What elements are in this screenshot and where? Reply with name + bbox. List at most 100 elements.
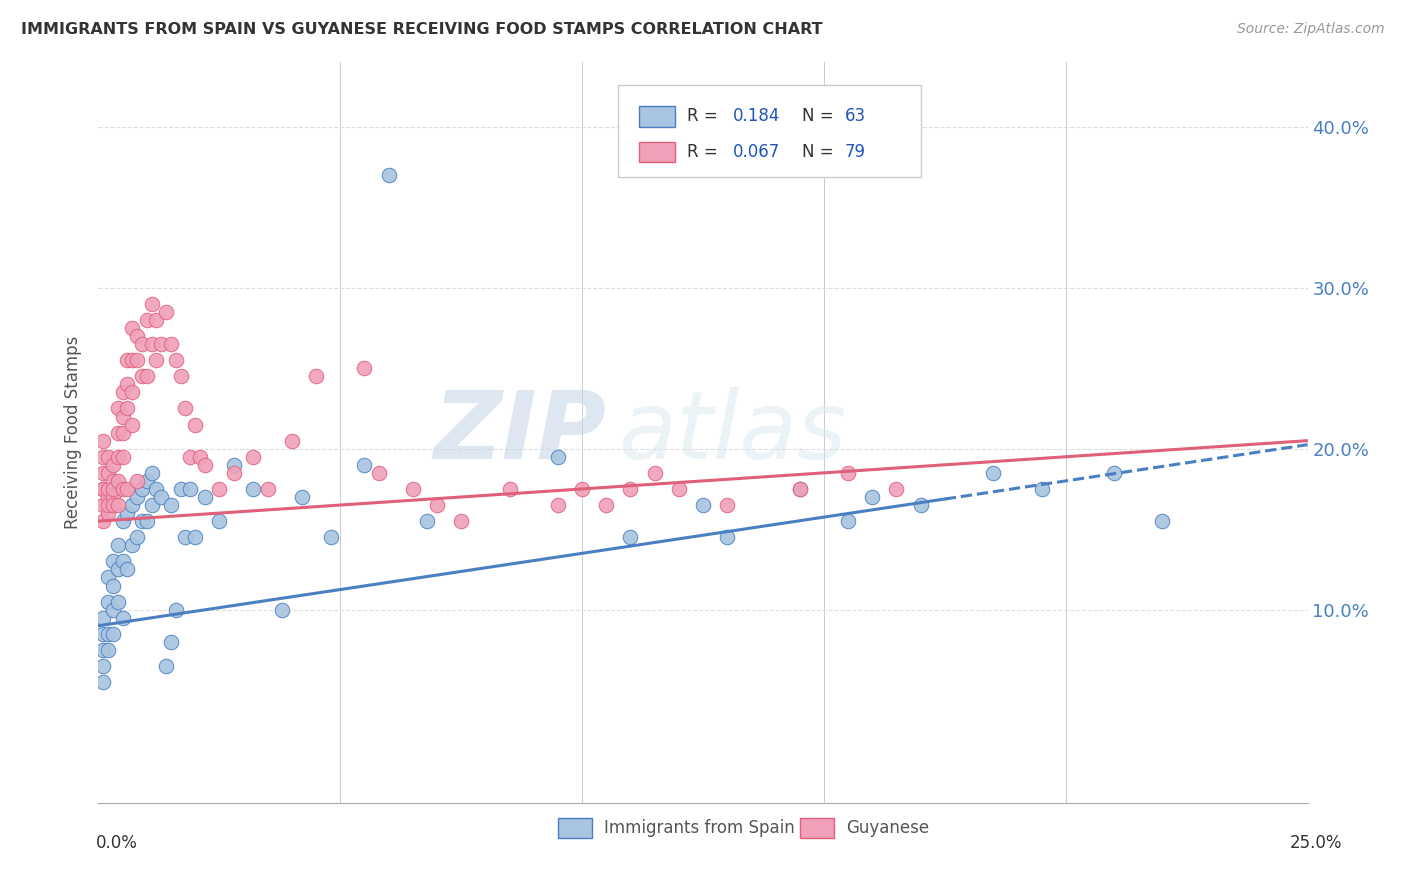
Point — [450, 514, 472, 528]
Point — [107, 401, 129, 416]
Point — [121, 498, 143, 512]
Point — [547, 498, 569, 512]
Point — [837, 466, 859, 480]
Text: IMMIGRANTS FROM SPAIN VS GUYANESE RECEIVING FOOD STAMPS CORRELATION CHART: IMMIGRANTS FROM SPAIN VS GUYANESE RECEIV… — [21, 22, 823, 37]
Point — [256, 482, 278, 496]
Point — [91, 627, 114, 641]
Point — [127, 490, 149, 504]
Point — [91, 434, 114, 448]
Point — [111, 554, 134, 568]
Point — [117, 353, 139, 368]
Point — [426, 498, 449, 512]
Point — [222, 458, 245, 472]
Point — [131, 337, 153, 351]
Bar — [638, 142, 675, 162]
Point — [165, 353, 187, 368]
Text: ZIP: ZIP — [433, 386, 606, 479]
Point — [692, 498, 714, 512]
Bar — [558, 818, 592, 838]
Text: atlas: atlas — [619, 387, 846, 478]
Text: Source: ZipAtlas.com: Source: ZipAtlas.com — [1237, 22, 1385, 37]
Point — [716, 530, 738, 544]
FancyBboxPatch shape — [619, 85, 921, 178]
Point — [107, 498, 129, 512]
Point — [107, 450, 129, 464]
Point — [141, 297, 163, 311]
Point — [135, 313, 157, 327]
Point — [127, 353, 149, 368]
Point — [353, 458, 375, 472]
Y-axis label: Receiving Food Stamps: Receiving Food Stamps — [65, 336, 83, 529]
Point — [368, 466, 391, 480]
Point — [121, 321, 143, 335]
Point — [111, 450, 134, 464]
Point — [117, 562, 139, 576]
Point — [91, 450, 114, 464]
Point — [135, 514, 157, 528]
Point — [160, 498, 183, 512]
Point — [208, 482, 231, 496]
Point — [169, 482, 191, 496]
Point — [141, 337, 163, 351]
Point — [150, 490, 173, 504]
Point — [97, 627, 120, 641]
Point — [179, 450, 201, 464]
Point — [886, 482, 908, 496]
Point — [402, 482, 425, 496]
Point — [155, 659, 177, 673]
Point — [127, 530, 149, 544]
Point — [290, 490, 312, 504]
Point — [860, 490, 883, 504]
Point — [716, 498, 738, 512]
Point — [91, 514, 114, 528]
Point — [319, 530, 342, 544]
Text: R =: R = — [688, 143, 723, 161]
Point — [184, 417, 207, 432]
Point — [619, 530, 641, 544]
Point — [208, 514, 231, 528]
Point — [547, 450, 569, 464]
Bar — [800, 818, 834, 838]
Point — [107, 474, 129, 488]
Point — [1102, 466, 1125, 480]
Point — [281, 434, 304, 448]
Point — [571, 482, 593, 496]
Point — [117, 482, 139, 496]
Point — [145, 482, 167, 496]
Point — [135, 474, 157, 488]
Text: 0.067: 0.067 — [734, 143, 780, 161]
Point — [111, 425, 134, 440]
Text: Guyanese: Guyanese — [845, 819, 929, 837]
Point — [121, 538, 143, 552]
Point — [131, 369, 153, 384]
Point — [121, 353, 143, 368]
Point — [97, 466, 120, 480]
Point — [111, 385, 134, 400]
Point — [97, 594, 120, 608]
Point — [644, 466, 666, 480]
Point — [174, 401, 197, 416]
Text: 63: 63 — [845, 108, 866, 126]
Point — [91, 482, 114, 496]
Point — [97, 570, 120, 584]
Point — [91, 482, 114, 496]
Point — [91, 643, 114, 657]
Point — [127, 329, 149, 343]
Point — [97, 482, 120, 496]
Point — [150, 337, 173, 351]
Point — [97, 506, 120, 520]
Point — [184, 530, 207, 544]
Point — [91, 610, 114, 624]
Bar — [638, 106, 675, 127]
Point — [107, 562, 129, 576]
Point — [111, 409, 134, 424]
Text: N =: N = — [803, 143, 839, 161]
Point — [174, 530, 197, 544]
Text: 79: 79 — [845, 143, 866, 161]
Point — [837, 514, 859, 528]
Text: Immigrants from Spain: Immigrants from Spain — [603, 819, 794, 837]
Point — [179, 482, 201, 496]
Point — [111, 514, 134, 528]
Point — [97, 450, 120, 464]
Point — [101, 554, 124, 568]
